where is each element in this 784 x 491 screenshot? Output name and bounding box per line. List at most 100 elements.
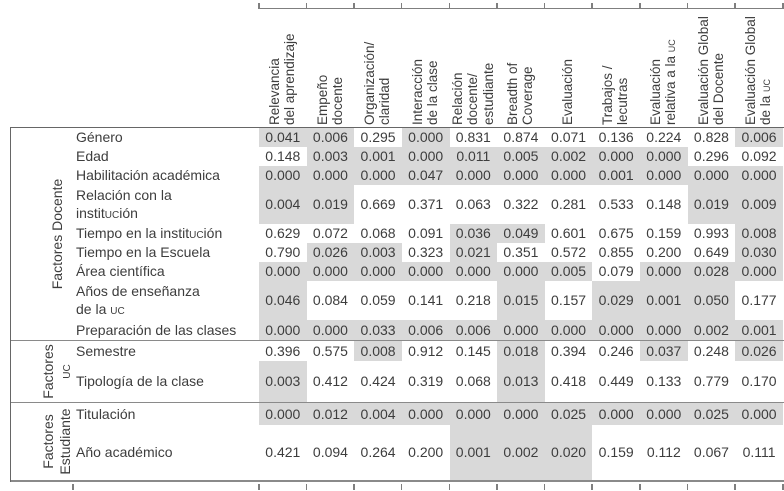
column-header: Evaluación Global del Docente <box>687 10 735 127</box>
p-value-cell: 0.006 <box>449 319 498 340</box>
p-value-cell: 0.264 <box>360 444 396 460</box>
table-row: Relación con la institución 0.004 0.019 0.66… <box>11 184 784 224</box>
p-value-cell: 0.855 <box>598 244 634 260</box>
p-value-cell: 0.000 <box>354 261 402 281</box>
p-value-cell: 0.025 <box>544 402 593 425</box>
p-value-cell: 0.019 <box>306 184 355 224</box>
p-value-cell: 0.572 <box>551 244 587 260</box>
p-value-cell: 0.000 <box>306 261 355 281</box>
column-header: Breadth of Coverage <box>496 10 544 127</box>
p-value-cell: 0.036 <box>449 223 498 243</box>
p-value-cell: 0.001 <box>592 165 640 185</box>
p-value-cell: 0.000 <box>544 165 593 185</box>
column-header-text: Evaluación <box>560 58 576 125</box>
column-boundary-tick <box>305 2 308 9</box>
p-value-cell: 0.157 <box>551 292 587 308</box>
table-row: Edad 0.148 0.003 0.001 0.000 0.011 0.005 0.002 0… <box>11 146 784 166</box>
table-row: Género 0.041 0.006 0.295 0.000 0.831 0.874 0.07… <box>11 127 784 147</box>
p-value-cell: 0.145 <box>455 342 491 359</box>
p-value-cell: 0.790 <box>265 244 301 260</box>
group-label-text: Factores uc <box>40 343 73 399</box>
column-header-text: Evaluación Global de la uc <box>742 16 774 125</box>
column-header-text: Relación docente/estudiante <box>449 62 496 125</box>
column-boundary-tick <box>543 2 546 9</box>
column-boundary-tick <box>258 484 260 490</box>
table-row: Habilitación académica 0.000 0.000 0.000 0.0… <box>11 165 784 185</box>
p-value-cell: 0.092 <box>741 148 777 164</box>
column-boundary-tick <box>258 2 260 9</box>
row-label: Semestre <box>76 342 136 359</box>
p-value-cell: 0.828 <box>693 129 729 145</box>
column-header-text: Breadth of Coverage <box>504 62 536 125</box>
p-value-cell: 0.021 <box>449 242 498 262</box>
column-boundary-tick <box>305 484 308 490</box>
column-header: Evaluación relativa a la uc <box>639 10 687 127</box>
column-header-text: Evaluación relativa a la uc <box>647 39 679 125</box>
p-value-cell: 0.170 <box>741 373 777 389</box>
row-label: Género <box>76 129 123 145</box>
row-label: Tiempo en la institución <box>76 225 223 241</box>
p-value-cell: 0.049 <box>497 223 545 243</box>
p-value-cell: 0.001 <box>640 280 688 320</box>
p-value-cell: 0.136 <box>598 129 634 145</box>
p-value-cell: 0.000 <box>497 165 545 185</box>
column-header-text: Organización/claridad <box>361 41 393 125</box>
column-boundary-tick <box>591 484 593 490</box>
p-value-cell: 0.067 <box>693 444 729 460</box>
p-value-cell: 0.020 <box>544 424 593 480</box>
p-value-cell: 0.015 <box>497 280 545 320</box>
p-value-cell: 0.141 <box>408 292 444 308</box>
p-value-cell: 0.006 <box>735 127 783 147</box>
p-value-cell: 0.030 <box>735 242 783 262</box>
p-value-cell: 0.000 <box>401 261 450 281</box>
p-value-cell: 0.003 <box>354 242 402 262</box>
p-value-cell: 0.000 <box>306 165 355 185</box>
column-boundary-tick <box>686 484 689 490</box>
table-body: Factores Docente Género 0.041 0.006 0.295 0.0… <box>10 126 784 482</box>
column-boundary-tick <box>448 2 451 9</box>
uc-abbreviation: uc <box>110 301 125 317</box>
p-value-cell: 0.371 <box>408 196 444 212</box>
group-label-text: Factores Docente <box>48 178 65 289</box>
p-value-cell: 0.296 <box>693 148 729 164</box>
p-value-cell: 0.033 <box>354 319 402 340</box>
p-value-cell: 0.396 <box>265 342 301 359</box>
p-value-cell: 0.028 <box>687 261 736 281</box>
p-value-cell: 0.012 <box>306 402 355 425</box>
p-value-cell: 0.323 <box>408 244 444 260</box>
p-value-cell: 0.006 <box>401 319 450 340</box>
p-value-cell: 0.084 <box>312 292 348 308</box>
column-boundary-tick <box>734 2 736 9</box>
row-label: Habilitación académica <box>76 167 220 183</box>
uc-abbreviation: uc <box>663 39 679 53</box>
table-row: Año académico 0.421 0.094 0.264 0.200 0.001 0.… <box>11 424 784 480</box>
p-value-cell: 0.000 <box>735 165 783 185</box>
p-value-cell: 0.649 <box>693 244 729 260</box>
p-value-cell: 0.047 <box>401 165 450 185</box>
p-value-cell: 0.071 <box>551 129 587 145</box>
group-label: Factores Docente <box>37 128 77 340</box>
column-boundary-tick <box>353 484 355 490</box>
p-value-cell: 0.002 <box>687 319 736 340</box>
p-value-cell: 0.001 <box>735 319 783 340</box>
p-value-cell: 0.418 <box>551 373 587 389</box>
column-header: Evaluación Global de la uc <box>734 10 782 127</box>
table-row: Años de enseñanza de la uc 0.046 0.084 0.059… <box>11 280 784 320</box>
row-label: Preparación de las clases <box>76 321 237 338</box>
p-value-cell: 0.068 <box>455 373 491 389</box>
row-label: Año académico <box>76 444 173 460</box>
p-value-cell: 0.009 <box>735 184 783 224</box>
p-value-cell: 0.000 <box>401 146 450 166</box>
p-value-cell: 0.072 <box>312 225 348 241</box>
p-value-cell: 0.001 <box>354 146 402 166</box>
table-row: Preparación de las clases 0.000 0.000 0.033… <box>11 319 784 340</box>
column-header: Interacción de la clase <box>401 10 449 127</box>
p-value-cell: 0.063 <box>455 196 491 212</box>
p-value-cell: 0.000 <box>259 165 307 185</box>
column-header: Relación docente/estudiante <box>449 10 497 127</box>
p-value-cell: 0.112 <box>646 444 681 460</box>
column-header: Relevancia del aprendizaje <box>258 10 306 127</box>
table-row: Tiempo en la Escuela 0.790 0.026 0.003 0.323… <box>11 242 784 262</box>
uc-abbreviation: uc <box>758 78 774 92</box>
p-value-cell: 0.000 <box>687 165 736 185</box>
